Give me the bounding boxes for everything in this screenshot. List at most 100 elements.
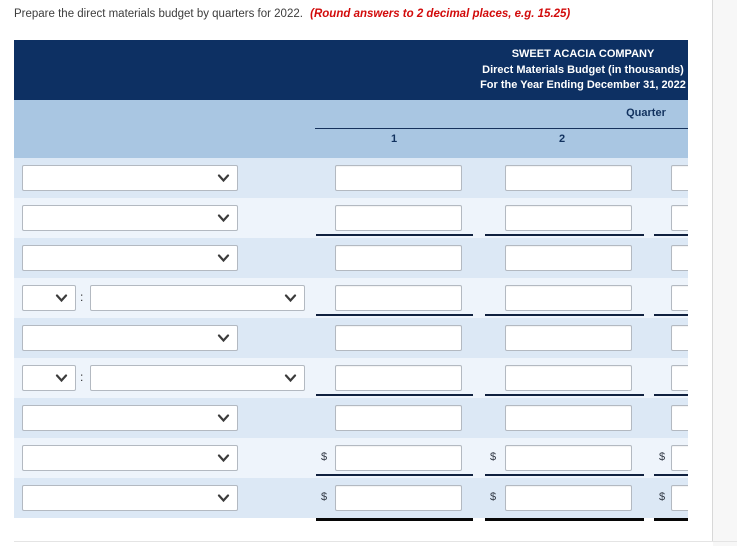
row-8-label-select[interactable]: [22, 445, 238, 471]
quarter-underline: [315, 128, 688, 129]
row-6-label-select[interactable]: [90, 365, 305, 391]
chevron-down-icon: [217, 334, 230, 343]
amount-input-row5-col2[interactable]: [505, 325, 632, 351]
chevron-down-icon: [217, 254, 230, 263]
chevron-down-icon: [217, 494, 230, 503]
amount-input-row4-col1[interactable]: [335, 285, 462, 311]
row-2-label-select[interactable]: [22, 205, 238, 231]
amount-input-row8-col1[interactable]: [335, 445, 462, 471]
quarter-col-1-label: 1: [390, 133, 398, 145]
amount-input-row2-col2[interactable]: [505, 205, 632, 231]
amount-input-row4-col2[interactable]: [505, 285, 632, 311]
table-row: [14, 158, 688, 198]
chevron-down-icon: [284, 374, 297, 383]
subtotal-rule: [485, 314, 644, 316]
subtotal-rule: [654, 314, 688, 316]
total-rule-segment: [316, 518, 473, 521]
table-row: [14, 198, 688, 238]
dollar-sign: $: [320, 491, 328, 503]
right-gutter: [713, 0, 737, 546]
subtotal-rule: [316, 234, 473, 236]
subtotal-rule: [654, 474, 688, 476]
amount-input-row1-col2[interactable]: [505, 165, 632, 191]
row-9-label-select[interactable]: [22, 485, 238, 511]
row-1-label-select[interactable]: [22, 165, 238, 191]
company-name: SWEET ACACIA COMPANY: [511, 48, 655, 60]
budget-rows: :: $ $ $ $ $ $: [14, 158, 688, 518]
table-title-header: SWEET ACACIA COMPANY Direct Materials Bu…: [14, 40, 688, 100]
chevron-down-icon: [217, 214, 230, 223]
question-text-main: Prepare the direct materials budget by q…: [14, 8, 303, 20]
dollar-sign: $: [320, 451, 328, 463]
row-4-type-select[interactable]: [22, 285, 76, 311]
amount-input-row3-col2[interactable]: [505, 245, 632, 271]
amount-input-row8-col2[interactable]: [505, 445, 632, 471]
total-rule-segment: [654, 518, 688, 521]
row-5-label-select[interactable]: [22, 325, 238, 351]
period-line: For the Year Ending December 31, 2022: [480, 79, 686, 91]
subtotal-rule: [654, 394, 688, 396]
amount-input-row6-col1[interactable]: [335, 365, 462, 391]
subtotal-rule: [485, 234, 644, 236]
subtotal-rule: [485, 394, 644, 396]
amount-input-row9-col2[interactable]: [505, 485, 632, 511]
amount-input-row7-col2[interactable]: [505, 405, 632, 431]
amount-input-row5-col1[interactable]: [335, 325, 462, 351]
chevron-down-icon: [217, 454, 230, 463]
amount-input-row1-col1[interactable]: [335, 165, 462, 191]
dollar-sign: $: [489, 491, 497, 503]
subtotal-rule: [316, 314, 473, 316]
chevron-down-icon: [284, 294, 297, 303]
colon-separator: :: [80, 370, 84, 384]
amount-input-row7-col1[interactable]: [335, 405, 462, 431]
chevron-down-icon: [55, 374, 68, 383]
budget-table-inner: SWEET ACACIA COMPANY Direct Materials Bu…: [14, 40, 688, 522]
quarter-col-2-label: 2: [558, 133, 566, 145]
amount-input-row6-col2[interactable]: [505, 365, 632, 391]
panel-bottom-border: [14, 541, 737, 542]
table-row: [14, 318, 688, 358]
amount-input-row9-col1[interactable]: [335, 485, 462, 511]
subtotal-rule: [316, 474, 473, 476]
amount-input-row9-col3[interactable]: [671, 485, 688, 511]
amount-input-row1-col3[interactable]: [671, 165, 688, 191]
amount-input-row2-col3[interactable]: [671, 205, 688, 231]
table-row: :: [14, 278, 688, 318]
table-row: :: [14, 358, 688, 398]
subtotal-rule: [316, 394, 473, 396]
row-4-label-select[interactable]: [90, 285, 305, 311]
amount-input-row2-col1[interactable]: [335, 205, 462, 231]
chevron-down-icon: [217, 414, 230, 423]
dollar-sign: $: [658, 451, 666, 463]
subtotal-rule: [654, 234, 688, 236]
chevron-down-icon: [217, 174, 230, 183]
budget-table: SWEET ACACIA COMPANY Direct Materials Bu…: [14, 40, 688, 522]
row-3-label-select[interactable]: [22, 245, 238, 271]
chevron-down-icon: [55, 294, 68, 303]
question-note: (Round answers to 2 decimal places, e.g.…: [310, 8, 571, 20]
dollar-sign: $: [658, 491, 666, 503]
table-row: $ $ $: [14, 478, 688, 518]
row-7-label-select[interactable]: [22, 405, 238, 431]
amount-input-row6-col3[interactable]: [671, 365, 688, 391]
panel-divider: [712, 0, 713, 541]
amount-input-row8-col3[interactable]: [671, 445, 688, 471]
question-text: Prepare the direct materials budget by q…: [14, 8, 570, 20]
column-header-band: Quarter 1 2: [14, 100, 688, 158]
row-6-type-select[interactable]: [22, 365, 76, 391]
table-row: [14, 398, 688, 438]
amount-input-row3-col1[interactable]: [335, 245, 462, 271]
amount-input-row7-col3[interactable]: [671, 405, 688, 431]
dollar-sign: $: [489, 451, 497, 463]
total-rule-segment: [485, 518, 644, 521]
amount-input-row5-col3[interactable]: [671, 325, 688, 351]
quarter-group-label: Quarter: [626, 107, 666, 119]
budget-title: Direct Materials Budget (in thousands): [482, 63, 684, 76]
table-row: $ $ $: [14, 438, 688, 478]
colon-separator: :: [80, 290, 84, 304]
table-row: [14, 238, 688, 278]
subtotal-rule: [485, 474, 644, 476]
amount-input-row4-col3[interactable]: [671, 285, 688, 311]
amount-input-row3-col3[interactable]: [671, 245, 688, 271]
